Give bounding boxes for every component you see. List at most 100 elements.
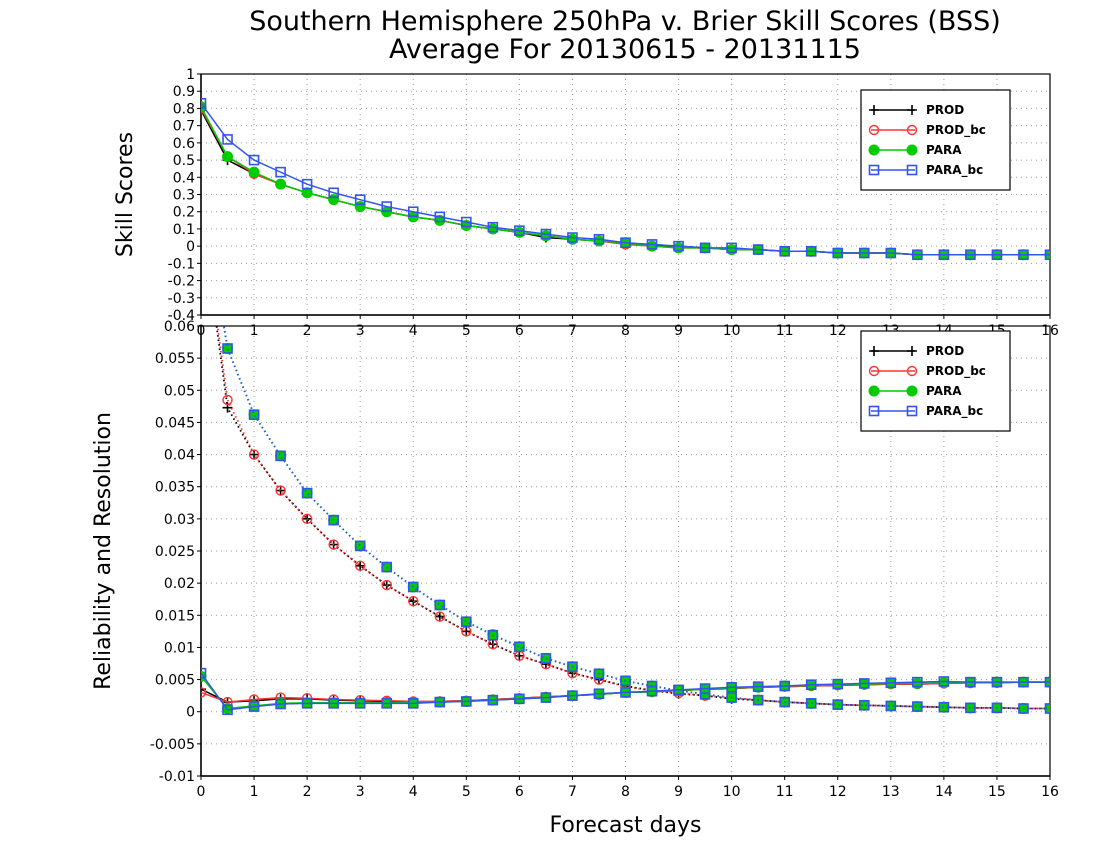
legend-label: PROD_bc — [926, 364, 986, 379]
data-point — [275, 178, 287, 190]
data-point — [407, 206, 419, 218]
data-point — [938, 676, 950, 687]
data-point — [434, 599, 446, 611]
y-tick-label: 0.03 — [164, 512, 195, 528]
data-point — [381, 561, 393, 573]
y-tick-label: 0.025 — [155, 544, 195, 560]
y-tick-label: 0.7 — [173, 119, 195, 135]
data-point — [408, 595, 419, 607]
legend-marker — [906, 405, 918, 417]
data-point — [275, 485, 286, 496]
x-tick-label: 10 — [723, 784, 741, 800]
y-tick-label: 0.015 — [155, 608, 195, 624]
data-point — [434, 611, 445, 622]
legend-item: PROD — [869, 103, 964, 117]
y-tick-label: 0.035 — [155, 480, 195, 496]
data-point — [699, 683, 711, 694]
x-axis-label: Forecast days — [549, 813, 701, 838]
legend-label: PARA — [926, 143, 962, 157]
legend-box — [860, 330, 1011, 432]
data-point — [354, 194, 366, 205]
data-point — [514, 650, 525, 661]
data-point — [540, 653, 552, 664]
data-point — [301, 513, 313, 525]
data-point — [805, 246, 817, 257]
y-axis-label: Skill Scores — [113, 132, 138, 257]
legend-box — [860, 89, 1011, 191]
data-point — [885, 677, 897, 689]
x-tick-label: 6 — [515, 784, 524, 800]
data-point — [487, 221, 499, 233]
data-point — [1018, 249, 1029, 261]
data-point — [275, 698, 286, 710]
x-tick-label: 5 — [462, 784, 471, 800]
data-point — [991, 249, 1003, 261]
y-tick-label: 0.6 — [173, 136, 195, 152]
data-point — [275, 450, 286, 462]
reliability-resolution-panel: 0.060.0550.050.0450.040.0350.030.0250.02… — [91, 319, 1059, 838]
data-point — [1044, 703, 1050, 714]
data-point — [858, 699, 870, 711]
y-tick-label: 0.05 — [164, 383, 195, 399]
legend-marker — [907, 346, 917, 356]
data-point — [201, 687, 207, 698]
data-point — [673, 240, 684, 252]
data-point — [567, 661, 578, 673]
y-tick-label: -0.4 — [168, 308, 195, 324]
y-tick-label: 0 — [186, 705, 195, 721]
y-tick-label: 0.8 — [173, 101, 195, 117]
series-line — [222, 326, 1050, 710]
series-line — [215, 326, 1050, 710]
x-tick-label: 16 — [1041, 784, 1059, 800]
data-point — [832, 247, 844, 259]
x-tick-label: 3 — [356, 784, 365, 800]
data-point — [514, 641, 525, 653]
data-point — [593, 668, 605, 680]
data-point — [965, 702, 976, 714]
data-point — [408, 596, 419, 607]
data-point — [779, 246, 790, 257]
data-point — [991, 702, 1003, 714]
data-point — [620, 237, 631, 248]
data-point — [434, 599, 446, 611]
data-point — [381, 579, 392, 591]
y-tick-label: 0.045 — [155, 415, 195, 431]
y-tick-label: 0.1 — [173, 222, 195, 238]
data-point — [222, 704, 233, 716]
data-point — [885, 700, 897, 712]
legend-marker — [868, 124, 880, 136]
legend-marker — [868, 144, 880, 156]
data-point — [434, 611, 445, 622]
data-point — [434, 211, 446, 223]
series-layer — [201, 97, 1050, 261]
data-point — [328, 539, 339, 550]
data-point — [434, 696, 446, 708]
legend-label: PROD — [926, 103, 964, 117]
data-point — [461, 216, 472, 228]
data-point — [407, 698, 419, 709]
y-tick-label: 0.2 — [173, 205, 195, 221]
legend-marker — [906, 144, 918, 156]
legend-marker — [869, 346, 879, 356]
data-point — [222, 343, 233, 354]
data-point — [965, 676, 976, 688]
data-point — [540, 692, 552, 703]
data-point — [301, 178, 313, 190]
data-point — [461, 626, 472, 637]
data-point — [381, 201, 393, 212]
data-point — [461, 616, 472, 628]
data-point — [248, 409, 260, 421]
data-point — [858, 678, 870, 689]
x-tick-label: 2 — [303, 784, 312, 800]
data-point — [248, 409, 260, 421]
data-point — [673, 684, 684, 696]
data-point — [646, 239, 658, 250]
y-tick-label: 0.06 — [164, 319, 195, 335]
legend-marker — [906, 124, 918, 136]
legend-item: PROD_bc — [868, 123, 986, 138]
data-point — [354, 698, 366, 709]
data-point — [593, 233, 605, 245]
data-point — [354, 560, 366, 571]
legend-label: PARA_bc — [926, 404, 983, 419]
data-point — [222, 134, 233, 145]
